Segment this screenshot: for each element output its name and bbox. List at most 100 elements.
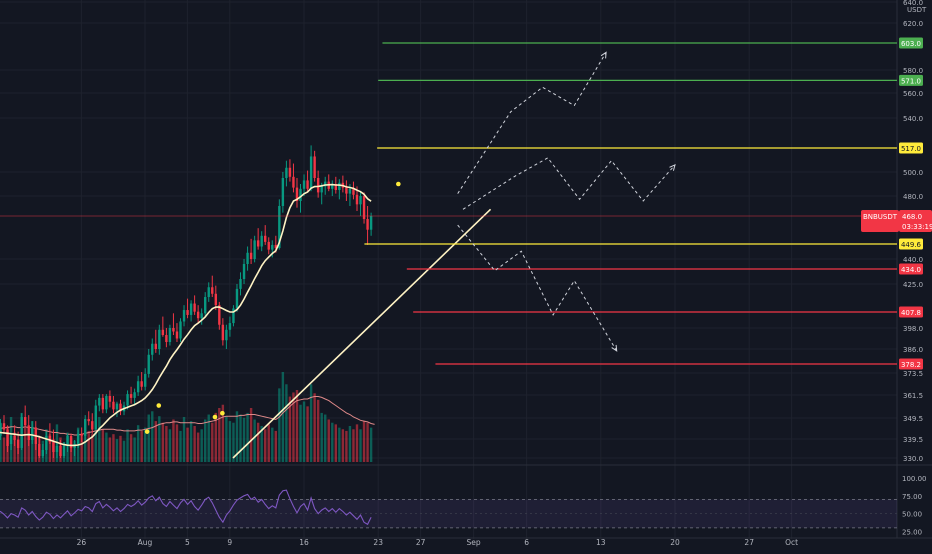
- volume-bar: [129, 434, 133, 462]
- projection-path[interactable]: [457, 224, 618, 352]
- volume-bar: [207, 414, 210, 462]
- price-axis[interactable]: USDT 640.0 620.0 580.0 560.0 540.0 500.0 480.0…: [903, 0, 927, 463]
- volume-bar: [324, 414, 327, 462]
- candle-body: [362, 196, 366, 220]
- candle-body: [246, 252, 249, 264]
- volume-bar: [136, 425, 140, 462]
- volume-bar: [362, 421, 366, 462]
- volume-bar: [179, 430, 182, 462]
- price-tick-label: 560.0: [903, 90, 923, 98]
- candle-body: [352, 188, 355, 195]
- candle-body: [158, 329, 161, 349]
- volume-bar: [271, 427, 274, 462]
- candle-body: [256, 240, 260, 247]
- signal-dot: [156, 403, 162, 408]
- candle-body: [38, 444, 41, 456]
- volume-bar: [133, 437, 136, 462]
- rsi-pane[interactable]: 100.00 75.00 50.00 25.00: [0, 475, 927, 536]
- volume-bar: [154, 421, 157, 462]
- last-price-value: 468.0: [902, 213, 922, 221]
- projection-path[interactable]: [462, 157, 676, 210]
- candle-body: [242, 264, 246, 279]
- projection-arrowhead: [611, 344, 618, 352]
- candle-body: [225, 329, 228, 341]
- volume-bar: [200, 429, 203, 462]
- signal-dot: [220, 410, 225, 416]
- volume-bar: [101, 429, 105, 462]
- candle-body: [260, 235, 263, 247]
- candle-body: [151, 343, 154, 355]
- projection-path[interactable]: [457, 52, 607, 194]
- candle-body: [285, 167, 288, 178]
- candle-body: [147, 354, 150, 374]
- candle-body: [140, 381, 143, 387]
- candle-body: [348, 188, 352, 194]
- candle-body: [9, 435, 13, 444]
- volume-bar: [288, 396, 292, 462]
- projection-paths[interactable]: [457, 51, 676, 352]
- candle-body: [189, 303, 193, 315]
- volume-bar: [196, 432, 200, 462]
- candle-body: [196, 311, 200, 319]
- candle-body: [133, 392, 136, 398]
- candle-body: [112, 401, 115, 410]
- candle-body: [6, 429, 9, 446]
- candle-body: [59, 446, 62, 456]
- projection-arrowhead: [600, 51, 607, 59]
- price-tick-label: 425.0: [903, 281, 923, 289]
- price-ma: [0, 183, 372, 447]
- volume-bar: [151, 411, 154, 462]
- horizontal-levels[interactable]: 603.0 571.0 517.0 449.6 434.0 407.8 378.2: [364, 37, 923, 370]
- time-axis[interactable]: 26 Aug 5 9 16 23 27 Sep 6 13 20 27 Oct: [77, 538, 799, 547]
- candle-body: [45, 435, 48, 450]
- candlesticks: [0, 145, 373, 458]
- price-tick-label: 440.0: [903, 256, 923, 264]
- candle-body: [249, 252, 253, 259]
- volume-ma: [0, 396, 375, 436]
- level-tag: [899, 238, 923, 250]
- volume-bar: [260, 426, 263, 462]
- candle-body: [355, 194, 359, 205]
- candle-body: [292, 176, 295, 188]
- volume-bar: [331, 422, 334, 462]
- volume-bar: [158, 416, 161, 462]
- level-tag: [899, 263, 923, 275]
- time-tick-label: 26: [77, 538, 87, 547]
- price-axis-labels: BNBUSDT 468.0 03:33:19: [861, 210, 932, 232]
- volume-bar: [115, 439, 119, 462]
- volume-bar: [140, 430, 143, 462]
- candle-body: [214, 293, 217, 306]
- candle-body: [126, 394, 129, 406]
- time-tick-label: 16: [299, 538, 309, 547]
- candle-body: [80, 433, 83, 436]
- candle-body: [369, 216, 373, 230]
- volume-bar: [299, 404, 302, 462]
- level-tag-label: 603.0: [901, 40, 921, 48]
- volume-bar: [249, 408, 253, 462]
- candle-body: [204, 297, 207, 314]
- trendline[interactable]: [232, 208, 492, 459]
- volume-bar: [281, 372, 285, 462]
- volume-bar: [348, 426, 352, 462]
- candle-body: [119, 403, 122, 412]
- price-tick-label: 386.0: [903, 346, 923, 354]
- candle-body: [175, 331, 179, 339]
- support-trendline[interactable]: [232, 208, 492, 459]
- candle-body: [218, 305, 221, 325]
- volume-bar: [172, 419, 175, 462]
- candle-body: [359, 196, 362, 205]
- moving-average-line: [0, 183, 372, 447]
- candle-body: [105, 395, 108, 410]
- candle-body: [108, 395, 112, 402]
- level-tag: [899, 142, 923, 154]
- quote-currency-label: USDT: [907, 6, 927, 14]
- volume-bar: [369, 427, 373, 462]
- volume-bar: [242, 417, 246, 462]
- candle-body: [13, 435, 16, 440]
- volume-bar: [264, 429, 267, 462]
- signal-dots: [144, 181, 401, 434]
- candle-body: [31, 427, 34, 440]
